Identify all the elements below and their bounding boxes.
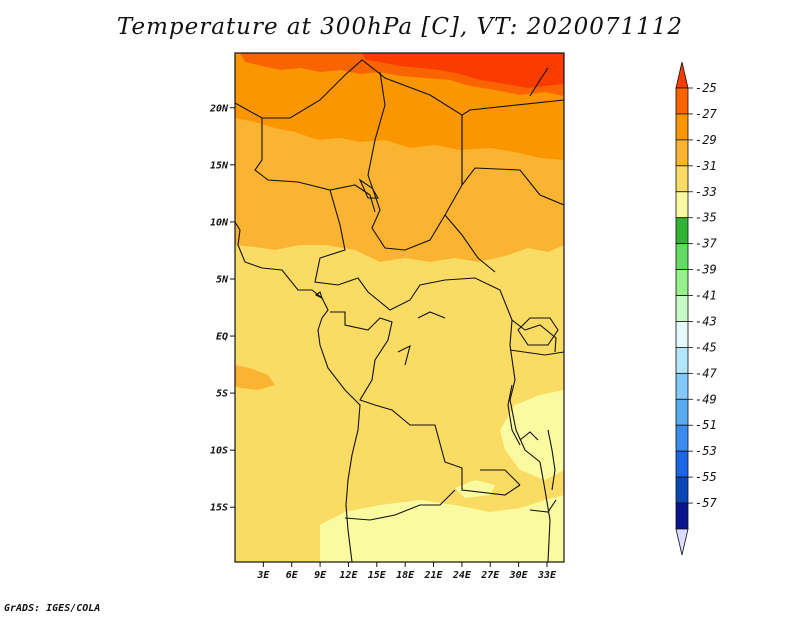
border-east-3 (524, 324, 557, 353)
lat-tick-label: EQ (216, 332, 228, 343)
border-congo (330, 311, 521, 496)
colorbar-box (675, 424, 689, 452)
border-south-1 (539, 461, 551, 562)
lake-malawi (547, 429, 556, 491)
border-east-1 (509, 319, 541, 463)
band-35-east (500, 390, 564, 480)
colorbar-box (675, 191, 689, 219)
coast-east-segment-2 (519, 431, 539, 441)
band-35-south (320, 495, 564, 562)
river-detail-2 (397, 344, 411, 366)
colorbar-label: -37 (695, 237, 717, 251)
colorbar-box (675, 113, 689, 141)
colorbar-label: -51 (695, 418, 717, 432)
river-detail-1 (417, 311, 446, 319)
lat-tick-label: 5S (216, 389, 228, 400)
band-35-patch (455, 480, 495, 498)
lake-chad (358, 178, 379, 199)
west-africa-coastline (235, 221, 361, 562)
coastlines-borders (235, 59, 564, 562)
band-31-west (235, 365, 275, 390)
colorbar-label: -33 (695, 185, 717, 199)
latitude-axis: 20N 15N 10N 5N EQ 5S 10S 15S (209, 103, 235, 514)
band-25 (362, 53, 564, 88)
colorbar-box (675, 398, 689, 426)
colorbar-label: -45 (695, 340, 717, 354)
lat-tick-label: 15S (210, 503, 228, 514)
lon-tick-label: 12E (339, 570, 358, 581)
colorbar-box (675, 139, 689, 167)
colorbar-box (675, 243, 689, 270)
temperature-field (235, 53, 564, 562)
colorbar: -25 -27 -29 -31 -33 -35 -37 -39 -41 -43 -45 -47 -49 -… (675, 61, 717, 556)
border-angola (344, 489, 456, 521)
lon-tick-label: 3E (256, 570, 270, 581)
border-north-2 (367, 71, 564, 251)
lon-tick-label: 21E (424, 570, 444, 581)
chart-title: Temperature at 300hPa [C], VT: 202007111… (116, 14, 684, 40)
lat-tick-label: 5N (216, 274, 229, 285)
colorbar-box (675, 295, 689, 322)
colorbar-box (675, 372, 689, 400)
lon-tick-label: 15E (368, 570, 387, 581)
colorbar-box (675, 269, 689, 296)
grads-credit: GrADS: IGES/COLA (4, 603, 101, 614)
colorbar-box (675, 87, 689, 115)
colorbar-label: -47 (695, 366, 717, 380)
lon-tick-label: 33E (537, 570, 557, 581)
lon-tick-label: 24E (452, 570, 472, 581)
coast-east-segment (529, 499, 557, 513)
colorbar-box (675, 217, 689, 245)
lon-tick-label: 18E (396, 570, 415, 581)
lat-tick-label: 10N (210, 217, 229, 228)
plot-frame (234, 52, 565, 563)
colorbar-bottom-arrow (675, 528, 689, 556)
colorbar-box (675, 347, 689, 374)
coast-bioko (314, 291, 323, 300)
lon-tick-label: 27E (480, 570, 500, 581)
colorbar-box (675, 450, 689, 478)
border-sudan (461, 99, 564, 185)
lon-tick-label: 6E (286, 570, 299, 581)
coast-red-sea (529, 67, 549, 97)
colorbar-label: -27 (695, 107, 717, 121)
border-north-1 (235, 59, 463, 185)
colorbar-label: -35 (695, 211, 717, 225)
colorbar-box (675, 476, 689, 504)
colorbar-label: -53 (695, 444, 717, 458)
colorbar-label: -29 (695, 133, 717, 147)
lat-tick-label: 10S (210, 446, 228, 457)
colorbar-label: -43 (695, 314, 717, 328)
lake-victoria (517, 317, 559, 346)
lat-tick-label: 20N (209, 103, 229, 114)
lon-tick-label: 30E (509, 570, 529, 581)
lon-tick-label: 9E (314, 570, 327, 581)
lake-tanganyika (507, 384, 521, 446)
longitude-axis: 3E 6E 9E 12E 15E 18E 21E 24E 27E 30E 33E (256, 562, 557, 581)
colorbar-label: -41 (695, 289, 717, 303)
colorbar-top-arrow (675, 61, 689, 89)
border-central-2 (444, 214, 496, 273)
colorbar-box (675, 321, 689, 348)
colorbar-label: -55 (695, 470, 717, 484)
colorbar-label: -57 (695, 496, 717, 510)
colorbar-box (675, 165, 689, 193)
border-south-2 (480, 469, 521, 486)
colorbar-label: -31 (695, 159, 717, 173)
colorbar-box (675, 502, 689, 530)
colorbar-label: -25 (695, 81, 717, 95)
border-east-2 (509, 349, 564, 356)
colorbar-label: -49 (695, 392, 717, 406)
border-central-1 (314, 189, 526, 331)
lat-tick-label: 15N (210, 160, 229, 171)
colorbar-label: -39 (695, 263, 717, 277)
